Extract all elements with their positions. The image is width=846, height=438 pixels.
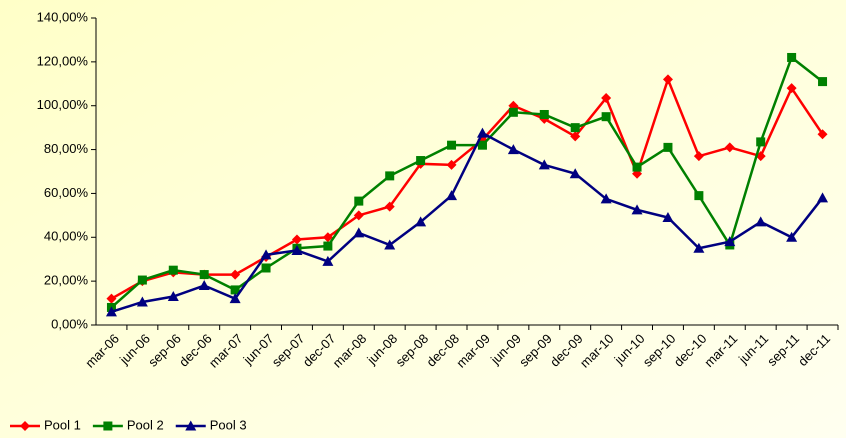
marker (818, 77, 828, 87)
marker (229, 293, 241, 304)
marker (446, 190, 458, 201)
marker (136, 296, 148, 307)
marker (230, 285, 240, 295)
marker (199, 270, 209, 280)
marker (724, 236, 736, 247)
marker (322, 232, 333, 243)
series-line (110, 75, 824, 300)
marker (508, 107, 518, 117)
marker (106, 293, 117, 304)
marker (447, 140, 457, 150)
marker (662, 74, 673, 85)
marker (724, 142, 735, 153)
marker (353, 227, 365, 238)
marker (693, 151, 704, 162)
marker (168, 265, 178, 275)
marker (20, 421, 30, 431)
marker (198, 280, 210, 291)
marker (539, 109, 549, 119)
marker (662, 212, 674, 223)
marker (137, 275, 147, 285)
marker (415, 216, 427, 227)
marker (384, 201, 395, 212)
marker (632, 162, 642, 172)
marker (105, 306, 117, 317)
series-line (110, 55, 824, 309)
marker (322, 255, 334, 266)
legend-label: Pool 1 (44, 417, 81, 432)
marker (230, 269, 241, 280)
marker (446, 159, 457, 170)
marker (291, 244, 303, 255)
marker (384, 239, 396, 250)
marker (569, 168, 581, 179)
marker (756, 137, 766, 147)
marker (261, 263, 271, 273)
y-tick-label: 0,00% (51, 316, 88, 331)
marker (416, 156, 426, 166)
marker (167, 290, 179, 301)
y-tick-label: 80,00% (44, 141, 89, 156)
marker (786, 231, 798, 242)
legend-label: Pool 2 (127, 417, 164, 432)
marker (507, 144, 519, 155)
marker (354, 196, 364, 206)
marker (786, 83, 797, 94)
marker (185, 420, 197, 431)
marker (538, 159, 550, 170)
marker (570, 131, 581, 142)
marker (476, 127, 488, 138)
marker (694, 191, 704, 201)
marker (601, 112, 611, 122)
y-tick-label: 100,00% (37, 97, 89, 112)
y-tick-label: 20,00% (44, 273, 89, 288)
marker (353, 210, 364, 221)
y-tick-label: 120,00% (37, 53, 89, 68)
y-tick-label: 60,00% (44, 185, 89, 200)
marker (817, 129, 828, 140)
marker (601, 93, 612, 104)
marker (103, 421, 113, 431)
marker (600, 193, 612, 204)
legend-label: Pool 3 (210, 417, 247, 432)
marker (385, 171, 395, 181)
marker (817, 192, 829, 203)
marker (291, 234, 302, 245)
marker (477, 140, 487, 150)
marker (693, 242, 705, 253)
series-line (111, 131, 824, 314)
y-tick-label: 40,00% (44, 229, 89, 244)
y-tick-label: 140,00% (37, 9, 89, 24)
marker (631, 204, 643, 215)
marker (663, 142, 673, 152)
marker (787, 52, 797, 62)
marker (570, 123, 580, 133)
marker (323, 241, 333, 251)
marker (755, 216, 767, 227)
marker (260, 249, 272, 260)
